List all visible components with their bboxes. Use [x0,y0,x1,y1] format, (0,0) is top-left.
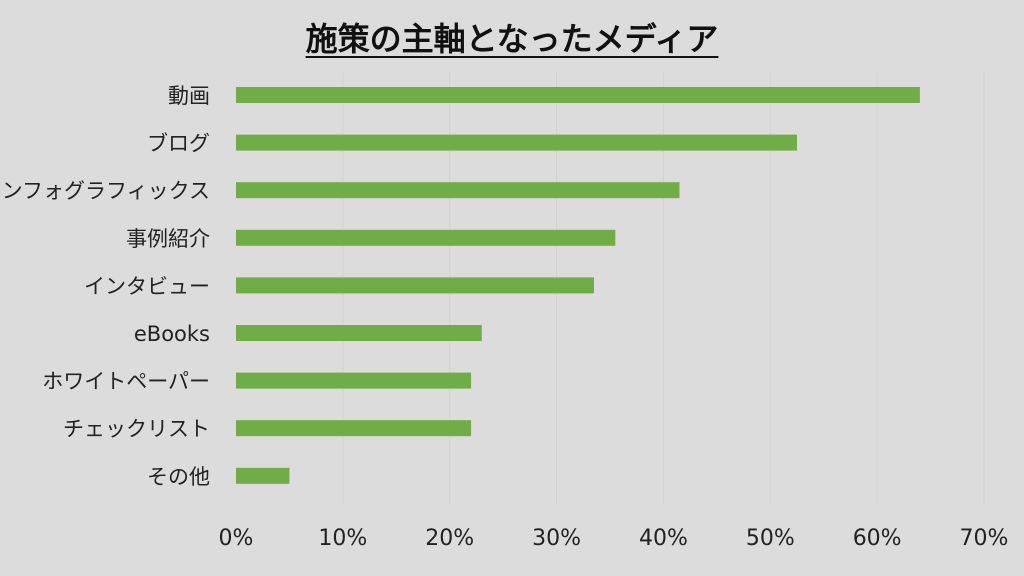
x-tick-label: 40% [639,526,688,551]
chart-title: 施策の主軸となったメディア [305,20,719,58]
category-label: チェックリスト [63,417,210,441]
category-label: インタビュー [84,274,210,298]
x-tick-label: 10% [318,526,367,551]
x-tick-label: 60% [853,526,902,551]
x-tick-label: 30% [532,526,581,551]
bar [236,229,616,246]
category-label: その他 [147,465,210,489]
category-label: 事例紹介 [126,227,210,251]
category-label: eBooks [134,322,210,346]
bar [236,420,472,437]
bar [236,277,594,294]
x-tick-label: 50% [746,526,795,551]
category-label: ブログ [147,132,210,156]
category-label: ホワイトペーパー [42,370,210,394]
bar [236,134,797,151]
x-tick-label: 20% [425,526,474,551]
x-tick-label: 0% [219,526,254,551]
bar [236,325,482,341]
category-label: インフォグラフィックス [0,179,210,203]
bar [236,467,290,484]
category-label: 動画 [168,84,210,108]
x-tick-label: 70% [960,526,1009,551]
bar [236,372,472,389]
bar [236,182,680,199]
bar [236,87,920,103]
